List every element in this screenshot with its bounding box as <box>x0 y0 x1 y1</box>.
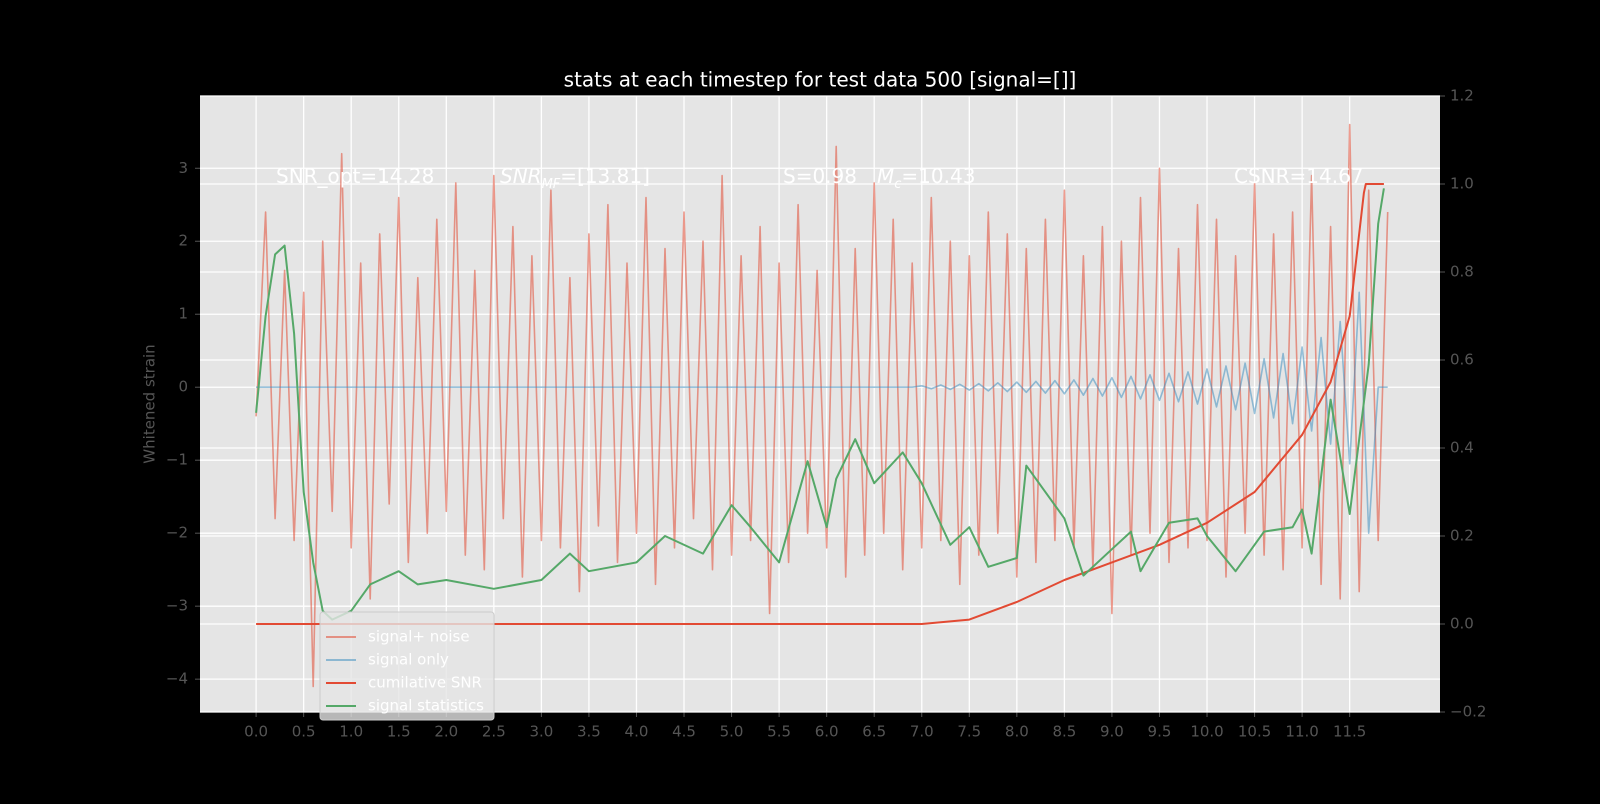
y-axis-label: Whitened strain <box>141 344 159 463</box>
x-tick-label: 2.5 <box>482 723 506 741</box>
series-line <box>256 183 1384 625</box>
annotation-part: =[13.81] <box>560 164 650 188</box>
x-tick-label: 6.5 <box>862 723 886 741</box>
y2-tick-label: 0.8 <box>1450 263 1474 281</box>
x-tick-label: 11.5 <box>1333 723 1366 741</box>
x-tick-label: 10.5 <box>1238 723 1271 741</box>
x-tick-label: 11.0 <box>1285 723 1318 741</box>
x-tick-label: 3.5 <box>577 723 601 741</box>
legend-label: signal statistics <box>368 697 484 715</box>
y-tick-label: −4 <box>166 670 188 688</box>
annotation-part: =10.43 <box>901 164 975 188</box>
y2-tick-label: 0.6 <box>1450 351 1474 369</box>
annotation: SNRMF=[13.81] <box>500 164 650 193</box>
y2-tick-label: 1.0 <box>1450 175 1474 193</box>
x-tick-label: 2.0 <box>434 723 458 741</box>
annotation: Mc=10.43 <box>877 164 975 193</box>
legend-label: signal only <box>368 651 449 669</box>
x-tick-label: 8.0 <box>1005 723 1029 741</box>
y-tick-label: 3 <box>178 159 188 177</box>
annotation-part: SNR_opt=14.28 <box>276 164 434 188</box>
x-tick-label: 9.0 <box>1100 723 1124 741</box>
series-line <box>255 123 1389 688</box>
annotation-part: S=0.98 <box>783 164 857 188</box>
y-tick-label: −1 <box>166 451 188 469</box>
y-tick-label: −3 <box>166 597 188 615</box>
annotation: CSNR=14.67 <box>1234 164 1364 188</box>
x-tick-label: 8.5 <box>1052 723 1076 741</box>
x-tick-label: 10.0 <box>1190 723 1223 741</box>
annotation-part: CSNR=14.67 <box>1234 164 1364 188</box>
x-tick-label: 4.5 <box>672 723 696 741</box>
series-line <box>256 291 1388 534</box>
y-tick-label: 0 <box>178 378 188 396</box>
annotation-part: M <box>877 164 894 188</box>
annotation-part: c <box>894 177 901 192</box>
x-tick-label: 9.5 <box>1148 723 1172 741</box>
y2-tick-label: 0.0 <box>1450 615 1474 633</box>
y2-tick-label: 1.2 <box>1450 87 1474 105</box>
annotation: SNR_opt=14.28 <box>276 164 434 188</box>
x-tick-label: 4.0 <box>625 723 649 741</box>
x-tick-label: 6.0 <box>815 723 839 741</box>
legend-label: cumilative SNR <box>368 674 482 692</box>
legend-box <box>319 611 495 721</box>
y-tick-label: 2 <box>178 232 188 250</box>
x-tick-label: 7.0 <box>910 723 934 741</box>
plot-area <box>200 96 1440 712</box>
y2-tick-label: −0.2 <box>1450 703 1486 721</box>
x-tick-label: 1.5 <box>387 723 411 741</box>
annotation-part: MF <box>542 177 561 192</box>
x-tick-label: 7.5 <box>957 723 981 741</box>
x-tick-label: 0.5 <box>292 723 316 741</box>
x-tick-label: 1.0 <box>339 723 363 741</box>
x-tick-label: 5.5 <box>767 723 791 741</box>
y2-tick-label: 0.4 <box>1450 439 1474 457</box>
x-tick-label: 5.0 <box>720 723 744 741</box>
y2-tick-label: 0.2 <box>1450 527 1474 545</box>
annotation-part: SNR <box>500 164 542 188</box>
x-tick-label: 0.0 <box>244 723 268 741</box>
chart-title: stats at each timestep for test data 500… <box>564 68 1077 92</box>
annotation: S=0.98 <box>783 164 857 188</box>
legend-label: signal+ noise <box>368 628 470 646</box>
y-tick-label: 1 <box>178 305 188 323</box>
x-tick-label: 3.0 <box>529 723 553 741</box>
y-tick-label: −2 <box>166 524 188 542</box>
